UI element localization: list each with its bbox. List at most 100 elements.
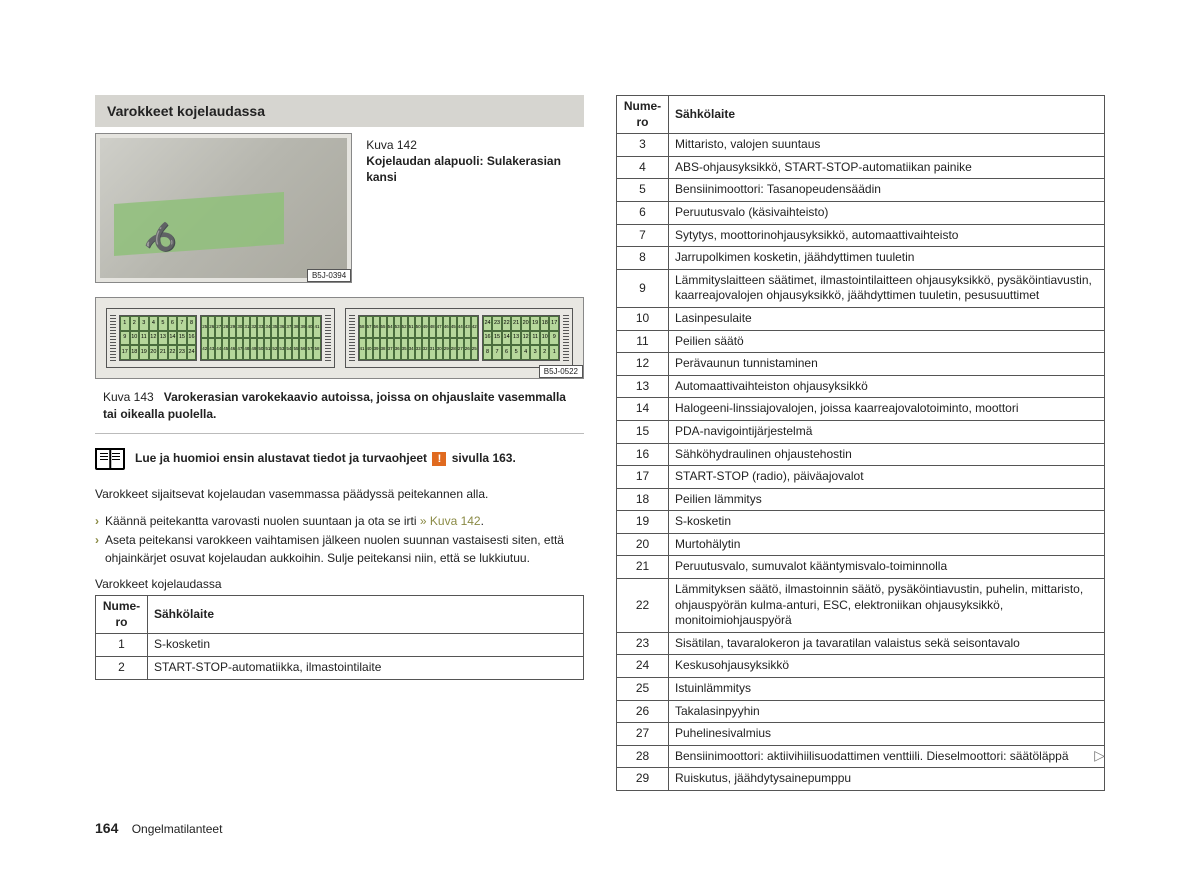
table-row: 13Automaattivaihteiston ohjausyksikkö [617,375,1105,398]
table-row: 22Lämmityksen säätö, ilmastoinnin säätö,… [617,579,1105,633]
fuse-cell: 39 [373,338,380,360]
fuse-number: 9 [617,269,669,307]
fuse-cell: 52 [401,316,408,338]
fuse-cell: 57 [366,316,373,338]
col-device-header: Sähkölaite [669,96,1105,134]
col-number-header: Nume- ro [617,96,669,134]
fuse-cell: 53 [394,316,401,338]
fuse-cell: 7 [492,345,502,360]
fuse-cell: 7 [177,316,187,331]
table-row: 11Peilien säätö [617,330,1105,353]
continued-icon: ▷ [1094,747,1105,764]
fuse-cell: 28 [222,316,229,338]
info-text-post: sivulla 163. [452,451,516,465]
fuse-cell: 17 [549,316,559,331]
fuse-number: 6 [617,201,669,224]
fuse-cell: 46 [229,338,236,360]
fuse-device: Takalasinpyyhin [669,700,1105,723]
fuse-cell: 10 [540,331,550,346]
fuse-cell: 35 [271,316,278,338]
fuse-cell: 1 [120,316,130,331]
fuse-cell: 30 [236,316,243,338]
table-row: 9Lämmityslaitteen säätimet, ilmastointil… [617,269,1105,307]
fuse-cell: 4 [521,345,531,360]
fuse-cell: 6 [168,316,178,331]
fuse-cell: 21 [158,345,168,360]
fuse-number: 26 [617,700,669,723]
left-column: Varokkeet kojelaudassa ➰ B5J-0394 Kuva 1… [95,95,584,791]
fuse-number: 19 [617,511,669,534]
fuse-device: Peilien säätö [669,330,1105,353]
table-row: 25Istuinlämmitys [617,678,1105,701]
table-row: 28Bensiinimoottori: aktiivihiilisuodatti… [617,745,1105,768]
fuse-number: 24 [617,655,669,678]
fuse-cell: 31 [243,316,250,338]
fuse-cell: 54 [387,316,394,338]
bullet-icon: › [95,532,99,567]
fuse-number: 17 [617,466,669,489]
figure-143-code: B5J-0522 [539,365,583,378]
fuse-cell: 51 [264,338,271,360]
fuse-cell: 34 [264,316,271,338]
fuse-device: Istuinlämmitys [669,678,1105,701]
figure-link: » Kuva 142 [420,514,481,528]
fuse-cell: 50 [415,316,422,338]
fuse-number: 16 [617,443,669,466]
fuse-cell: 23 [177,345,187,360]
fuse-cell: 23 [492,316,502,331]
fuse-cell: 41 [359,338,366,360]
fuse-cell: 16 [187,331,197,346]
figure-143-caption: Kuva 143 Varokerasian varokekaavio autoi… [95,383,584,434]
fuse-cell: 52 [271,338,278,360]
table-row: 8Jarrupolkimen kosketin, jäähdyttimen tu… [617,247,1105,270]
fuse-cell: 45 [450,316,457,338]
fuse-cell: 12 [149,331,159,346]
fuse-cell: 56 [373,316,380,338]
fuse-cell: 45 [222,338,229,360]
fuse-cell: 18 [540,316,550,331]
fuse-cell: 51 [408,316,415,338]
fuse-device: Automaattivaihteiston ohjausyksikkö [669,375,1105,398]
fuse-cell: 43 [208,338,215,360]
fuse-device: Sytytys, moottorinohjausyksikkö, automaa… [669,224,1105,247]
fuse-device: Lasinpesulaite [669,307,1105,330]
fuse-device: Perävaunun tunnistaminen [669,353,1105,376]
fuse-device: Peilien lämmitys [669,488,1105,511]
fuse-number: 20 [617,533,669,556]
table-row: 15PDA-navigointijärjestelmä [617,420,1105,443]
figure-143-label: Kuva 143 [103,390,154,404]
fuse-cell: 11 [139,331,149,346]
fuse-device: S-kosketin [148,634,584,657]
fuse-cell: 18 [130,345,140,360]
table-row: 24Keskusohjausyksikkö [617,655,1105,678]
figure-143-text: Varokerasian varokekaavio autoissa, jois… [103,390,566,421]
instruction-text: Käännä peitekantta varovasti nuolen suun… [105,513,484,530]
table-row: 26Takalasinpyyhin [617,700,1105,723]
fuse-cell: 33 [415,338,422,360]
fuse-cell: 43 [464,316,471,338]
table-row: 7Sytytys, moottorinohjausyksikkö, automa… [617,224,1105,247]
fuse-cell: 27 [457,338,464,360]
fuse-cell: 8 [483,345,493,360]
fuse-cell: 49 [250,338,257,360]
fuse-device: Bensiinimoottori: aktiivihiilisuodattime… [669,745,1105,768]
fuse-cell: 37 [387,338,394,360]
instruction-item: ›Aseta peitekansi varokkeen vaihtamisen … [95,532,584,567]
fuse-cell: 40 [366,338,373,360]
fuse-cell: 35 [401,338,408,360]
fuse-number: 27 [617,723,669,746]
fuse-number: 1 [96,634,148,657]
table-row: 16Sähköhydraulinen ohjaustehostin [617,443,1105,466]
fuse-cell: 9 [120,331,130,346]
right-column: Nume- ro Sähkölaite 3Mittaristo, valojen… [616,95,1105,791]
fuse-cell: 33 [257,316,264,338]
fuse-number: 5 [617,179,669,202]
fuse-cell: 34 [408,338,415,360]
fuse-device: ABS-ohjausyksikkö, START-STOP-automatiik… [669,156,1105,179]
fuse-cell: 11 [530,331,540,346]
table-row: 29Ruiskutus, jäähdytysainepumppu [617,768,1105,791]
fuse-cell: 39 [299,316,306,338]
col-device-header: Sähkölaite [148,596,584,634]
col-number-header: Nume- ro [96,596,148,634]
fuse-cell: 44 [215,338,222,360]
